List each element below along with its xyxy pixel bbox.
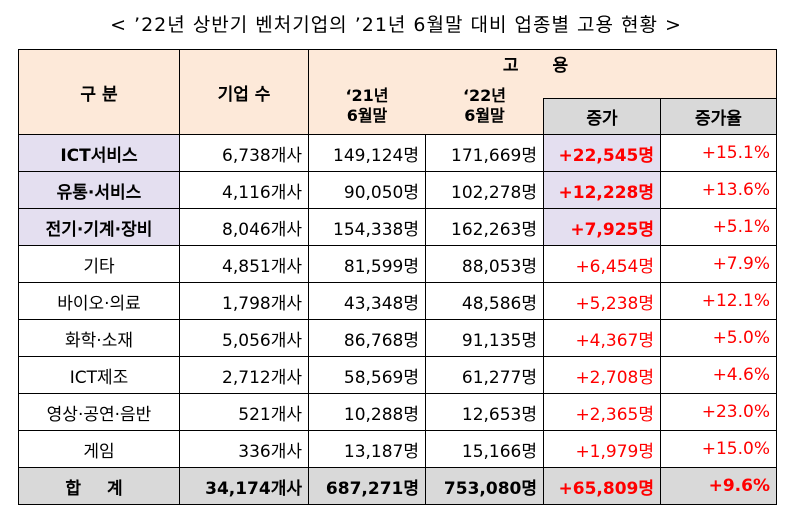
table-title: < ’22년 상반기 벤처기업의 ’21년 6월말 대비 업종별 고용 현황 > xyxy=(110,14,682,36)
cell-category: 영상·공연·음반 xyxy=(18,393,180,431)
cell-increase: +6,454명 xyxy=(543,245,661,283)
header-increase-spacer xyxy=(543,77,777,99)
header-2021-june: ‘21년 6월말 xyxy=(308,77,426,135)
cell-y21: 43,348명 xyxy=(308,282,426,320)
cell-companies: 336개사 xyxy=(179,430,309,468)
header-2021-line2: 6월말 xyxy=(346,105,388,125)
cell-rate: +4.6% xyxy=(660,356,777,394)
employment-table: 구 분 기업 수 고 용 ‘21년 6월말 ‘22년 6월말 증가 증가율 IC… xyxy=(18,49,777,505)
cell-rate: +13.6% xyxy=(660,171,777,209)
cell-increase: +2,365명 xyxy=(543,393,661,431)
total-cell-rate: +9.6% xyxy=(660,467,777,505)
cell-y21: 149,124명 xyxy=(308,134,426,172)
cell-rate: +23.0% xyxy=(660,393,777,431)
cell-y22: 48,586명 xyxy=(425,282,544,320)
cell-category: 화학·소재 xyxy=(18,319,180,357)
header-2022-line1: ‘22년 xyxy=(462,85,507,105)
cell-y22: 171,669명 xyxy=(425,134,544,172)
header-increase: 증가 xyxy=(543,98,661,135)
header-employment: 고 용 xyxy=(308,49,777,78)
cell-category: 전기·기계·장비 xyxy=(18,208,180,246)
cell-increase: +1,979명 xyxy=(543,430,661,468)
header-increase-rate: 증가율 xyxy=(660,98,777,135)
cell-increase: +5,238명 xyxy=(543,282,661,320)
header-2021-line1: ‘21년 xyxy=(345,85,389,105)
total-cell-increase: +65,809명 xyxy=(543,467,661,505)
cell-increase: +2,708명 xyxy=(543,356,661,394)
total-cell-category: 합 계 xyxy=(18,467,180,505)
header-2022-june: ‘22년 6월말 xyxy=(425,77,544,135)
cell-y22: 61,277명 xyxy=(425,356,544,394)
cell-y21: 86,768명 xyxy=(308,319,426,357)
cell-companies: 8,046개사 xyxy=(179,208,309,246)
cell-companies: 521개사 xyxy=(179,393,309,431)
header-companies: 기업 수 xyxy=(179,49,309,135)
cell-rate: +12.1% xyxy=(660,282,777,320)
header-2022-line2: 6월말 xyxy=(464,105,505,125)
cell-category: 게임 xyxy=(18,430,180,468)
cell-category: 바이오·의료 xyxy=(18,282,180,320)
cell-y22: 91,135명 xyxy=(425,319,544,357)
cell-rate: +5.1% xyxy=(660,208,777,246)
cell-y22: 12,653명 xyxy=(425,393,544,431)
cell-y22: 88,053명 xyxy=(425,245,544,283)
cell-y21: 10,288명 xyxy=(308,393,426,431)
cell-category: ICT서비스 xyxy=(18,134,180,172)
cell-y21: 13,187명 xyxy=(308,430,426,468)
cell-y22: 15,166명 xyxy=(425,430,544,468)
cell-rate: +7.9% xyxy=(660,245,777,283)
cell-y21: 90,050명 xyxy=(308,171,426,209)
cell-y22: 102,278명 xyxy=(425,171,544,209)
cell-category: 기타 xyxy=(18,245,180,283)
cell-y22: 162,263명 xyxy=(425,208,544,246)
total-cell-y21: 687,271명 xyxy=(308,467,426,505)
total-cell-y22: 753,080명 xyxy=(425,467,544,505)
cell-y21: 58,569명 xyxy=(308,356,426,394)
cell-companies: 4,116개사 xyxy=(179,171,309,209)
cell-y21: 154,338명 xyxy=(308,208,426,246)
total-cell-companies: 34,174개사 xyxy=(179,467,309,505)
cell-increase: +22,545명 xyxy=(543,134,661,172)
cell-category: 유통·서비스 xyxy=(18,171,180,209)
header-category: 구 분 xyxy=(18,49,180,135)
cell-rate: +15.1% xyxy=(660,134,777,172)
cell-companies: 4,851개사 xyxy=(179,245,309,283)
cell-companies: 5,056개사 xyxy=(179,319,309,357)
cell-increase: +12,228명 xyxy=(543,171,661,209)
cell-increase: +4,367명 xyxy=(543,319,661,357)
cell-companies: 1,798개사 xyxy=(179,282,309,320)
cell-companies: 6,738개사 xyxy=(179,134,309,172)
cell-category: ICT제조 xyxy=(18,356,180,394)
cell-y21: 81,599명 xyxy=(308,245,426,283)
cell-rate: +5.0% xyxy=(660,319,777,357)
cell-rate: +15.0% xyxy=(660,430,777,468)
cell-increase: +7,925명 xyxy=(543,208,661,246)
cell-companies: 2,712개사 xyxy=(179,356,309,394)
